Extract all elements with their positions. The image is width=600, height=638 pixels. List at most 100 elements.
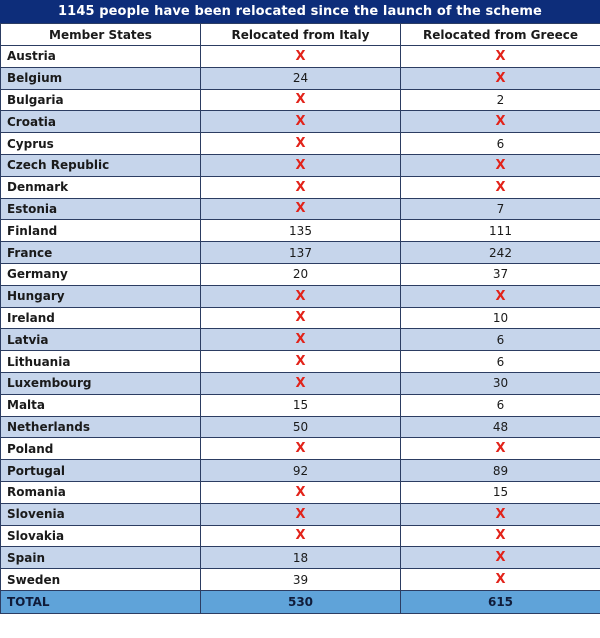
table-row: Bulgaria X 2 (0, 88, 600, 112)
table-row: Poland X X (0, 437, 600, 461)
member-state-name: Lithuania (0, 350, 201, 373)
relocated-italy-value: 24 (292, 71, 309, 86)
table-row: Croatia X X (0, 110, 600, 134)
relocated-italy-cell: X (200, 328, 401, 352)
total-greece: 615 (400, 589, 600, 614)
member-state-name: Luxembourg (0, 371, 201, 395)
none-marker-icon: X (295, 48, 306, 64)
table-row: Romania X 15 (0, 480, 600, 504)
none-marker-icon: X (295, 375, 306, 391)
relocated-italy-cell: 92 (200, 459, 401, 482)
relocated-greece-cell: 10 (400, 306, 600, 330)
relocated-greece-cell: 48 (400, 415, 600, 439)
table-row: France 137 242 (0, 241, 600, 264)
member-state-name: Bulgaria (0, 88, 201, 112)
relocated-greece-cell: 30 (400, 371, 600, 395)
table-row: Malta 15 6 (0, 393, 600, 417)
none-marker-icon: X (295, 441, 306, 457)
none-marker-icon: X (295, 136, 306, 152)
relocated-italy-value: 39 (292, 572, 309, 587)
none-marker-icon: X (295, 528, 306, 544)
relocated-italy-value: 20 (292, 267, 309, 282)
table-row: Sweden 39 X (0, 568, 600, 591)
relocated-italy-cell: 137 (200, 241, 401, 264)
relocated-greece-value: 6 (496, 398, 505, 413)
member-state-name: Belgium (0, 66, 201, 90)
relocated-greece-value: 6 (496, 354, 505, 369)
relocated-greece-value: 111 (489, 223, 512, 238)
relocated-greece-value: 242 (489, 245, 512, 260)
relocated-greece-cell: X (400, 524, 600, 548)
table-row: Cyprus X 6 (0, 132, 600, 155)
none-marker-icon: X (295, 201, 306, 217)
none-marker-icon: X (295, 332, 306, 348)
member-state-name: Hungary (0, 284, 201, 308)
table-row: Estonia X 7 (0, 197, 600, 221)
member-state-name: Malta (0, 393, 201, 417)
table-row: Ireland X 10 (0, 306, 600, 330)
relocated-greece-cell: 2 (400, 88, 600, 112)
none-marker-icon: X (495, 528, 506, 544)
relocated-greece-value: 10 (492, 310, 509, 325)
relocated-italy-cell: X (200, 502, 401, 526)
member-state-name: Finland (0, 219, 201, 243)
member-state-name: Austria (0, 45, 201, 68)
table-row: Latvia X 6 (0, 328, 600, 352)
relocated-greece-cell: X (400, 284, 600, 308)
table-row: Czech Republic X X (0, 153, 600, 177)
relocated-greece-value: 15 (492, 485, 509, 500)
none-marker-icon: X (295, 157, 306, 173)
table-row: Portugal 92 89 (0, 459, 600, 482)
member-state-name: Slovakia (0, 524, 201, 548)
table-row: Finland 135 111 (0, 219, 600, 243)
none-marker-icon: X (495, 114, 506, 130)
relocated-italy-cell: 20 (200, 262, 401, 286)
relocated-italy-value: 135 (289, 223, 312, 238)
table-row: Belgium 24 X (0, 66, 600, 90)
none-marker-icon: X (295, 114, 306, 130)
relocated-greece-cell: X (400, 437, 600, 461)
table-row: Hungary X X (0, 284, 600, 308)
relocated-greece-value: 7 (496, 201, 505, 216)
header-greece: Relocated from Greece (400, 23, 600, 46)
member-state-name: Sweden (0, 568, 201, 591)
relocated-greece-cell: X (400, 546, 600, 570)
none-marker-icon: X (295, 92, 306, 108)
none-marker-icon: X (495, 506, 506, 522)
none-marker-icon: X (295, 484, 306, 500)
relocated-italy-value: 15 (292, 398, 309, 413)
relocated-italy-cell: 15 (200, 393, 401, 417)
member-state-name: Croatia (0, 110, 201, 134)
relocated-italy-cell: 135 (200, 219, 401, 243)
member-state-name: Netherlands (0, 415, 201, 439)
relocated-italy-cell: X (200, 524, 401, 548)
relocated-italy-cell: X (200, 132, 401, 155)
header-row: Member States Relocated from Italy Reloc… (0, 23, 600, 46)
none-marker-icon: X (295, 288, 306, 304)
relocated-italy-cell: 24 (200, 66, 401, 90)
table-row: Germany 20 37 (0, 262, 600, 286)
member-state-name: Czech Republic (0, 153, 201, 177)
none-marker-icon: X (495, 70, 506, 86)
relocated-greece-cell: X (400, 175, 600, 199)
relocated-greece-cell: 6 (400, 393, 600, 417)
total-row: TOTAL 530 615 (0, 589, 600, 614)
table-row: Denmark X X (0, 175, 600, 199)
none-marker-icon: X (495, 550, 506, 566)
relocated-greece-cell: X (400, 45, 600, 68)
member-state-name: Poland (0, 437, 201, 461)
member-state-name: Romania (0, 480, 201, 504)
relocated-greece-cell: X (400, 66, 600, 90)
relocated-italy-cell: X (200, 350, 401, 373)
header-italy: Relocated from Italy (200, 23, 401, 46)
none-marker-icon: X (495, 179, 506, 195)
relocated-greece-value: 30 (492, 376, 509, 391)
relocated-italy-cell: X (200, 153, 401, 177)
relocated-greece-cell: 6 (400, 132, 600, 155)
relocated-greece-cell: 242 (400, 241, 600, 264)
relocated-greece-cell: 6 (400, 328, 600, 352)
relocated-italy-cell: X (200, 306, 401, 330)
table-row: Luxembourg X 30 (0, 371, 600, 395)
relocated-greece-cell: 37 (400, 262, 600, 286)
relocated-greece-cell: X (400, 502, 600, 526)
